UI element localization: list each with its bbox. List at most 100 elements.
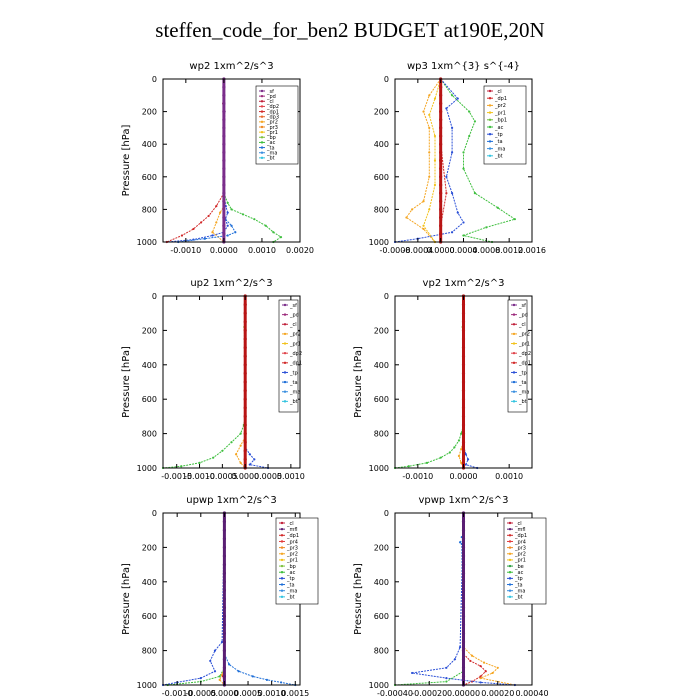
legend-marker (283, 332, 287, 336)
bold-series-point (222, 545, 227, 550)
series-point (226, 234, 229, 237)
legend-label: _dp2 (266, 104, 279, 110)
bold-series-point (461, 449, 466, 453)
bold-series-point (461, 397, 466, 401)
bold-series-point (222, 657, 227, 661)
series-point (198, 461, 201, 464)
series-point (450, 126, 454, 129)
x-tick-label: -0.0008 (380, 246, 411, 255)
y-tick-label: 1000 (137, 681, 157, 690)
legend-box (255, 85, 299, 165)
series-point (428, 94, 431, 97)
series-point (466, 458, 470, 461)
legend-marker (508, 583, 512, 586)
series-point (428, 151, 431, 154)
panel-title: upwp 1xm^2/s^3 (186, 495, 276, 506)
bold-series-point (461, 597, 466, 601)
bold-series-point (222, 142, 226, 146)
bold-series-point (222, 631, 227, 636)
legend-marker (512, 323, 516, 326)
series-point (241, 213, 245, 216)
series-point (450, 94, 454, 97)
series-point (462, 234, 465, 237)
series-point (460, 432, 463, 435)
bold-series-point (439, 93, 443, 97)
legend-label: _cl (286, 521, 294, 527)
legend-label: _pr2 (518, 332, 530, 338)
series-point (192, 227, 195, 231)
series-line (167, 513, 225, 686)
legend-marker (283, 323, 287, 326)
bold-series-point (222, 588, 227, 593)
bold-series-point (222, 93, 226, 97)
series-point (425, 461, 429, 464)
legend-label: _ma (286, 588, 297, 594)
legend-box (278, 299, 299, 413)
legend: _cl_dp1_pr2_pr1 _bp1_ac_tp_ta_ma _bt (483, 85, 527, 165)
series-point (457, 439, 461, 442)
bold-series-point (243, 303, 247, 307)
legend-marker (260, 146, 264, 149)
series-point (468, 110, 471, 113)
y-tick-label: 0 (384, 292, 389, 301)
legend-label: _ma (289, 390, 300, 396)
series-point (422, 110, 425, 113)
series-line (162, 512, 225, 686)
series-point (218, 211, 222, 214)
series-point (445, 677, 448, 680)
panel-6: vpwp 1xm^2/s^3 Pressure [hPa] 0 200 400 600 80… (353, 495, 549, 698)
series-point (207, 214, 210, 218)
legend-label: _bt (266, 156, 275, 162)
bold-series-point (461, 432, 466, 436)
series-point (237, 670, 240, 673)
panel-title: vp2 1xm^2/s^3 (423, 278, 505, 289)
legend-label: _pr4 (514, 539, 526, 545)
legend: _sf _pd _cl _pr2 _pr1 _dp2 _dp1 _tp _ta _ma _bt (507, 299, 531, 413)
legend-marker (280, 540, 284, 543)
bold-series-point (222, 649, 227, 653)
series-point (411, 671, 414, 675)
legend-marker (512, 303, 516, 307)
bold-series-point (222, 537, 227, 541)
legend-box (275, 517, 319, 605)
legend-label: _pr1 (518, 341, 530, 347)
series-point (445, 175, 448, 178)
x-tick-label: 0.00020 (481, 689, 514, 698)
bold-series-point (439, 134, 443, 138)
legend-box (507, 299, 528, 413)
series-point (180, 234, 184, 237)
legend-marker (488, 89, 492, 93)
series-line (394, 296, 464, 469)
y-tick-label: 800 (374, 647, 389, 656)
series-point (230, 441, 233, 444)
legend-marker (508, 564, 512, 568)
legend-marker (512, 380, 516, 384)
x-tick-label: 0.0000 (210, 689, 238, 698)
y-tick-label: 0 (152, 509, 157, 518)
legend-label: _pr1 (514, 558, 526, 564)
bold-series-point (439, 118, 443, 122)
legend-marker (260, 151, 264, 154)
bold-series-point (461, 337, 466, 341)
legend-marker (283, 342, 287, 345)
bold-series-point (461, 580, 466, 584)
series-line (244, 296, 269, 469)
bold-series-point (461, 588, 466, 593)
bold-series-point (243, 389, 247, 393)
legend-marker (260, 110, 264, 113)
legend-label: _tp (286, 576, 295, 582)
bold-series-point (222, 207, 226, 211)
legend-label: _ma (518, 390, 529, 396)
series-point (460, 461, 463, 464)
series-point (239, 432, 242, 435)
legend-label: _dp1 (289, 361, 302, 367)
legend-marker (280, 521, 284, 525)
y-tick-label: 0 (384, 509, 389, 518)
legend-label: _dp1 (514, 533, 527, 539)
series-point (479, 664, 482, 668)
legend-label: _pr1 (266, 130, 278, 136)
bold-series-point (243, 320, 247, 324)
legend-marker (280, 583, 284, 586)
series-point (211, 231, 214, 234)
